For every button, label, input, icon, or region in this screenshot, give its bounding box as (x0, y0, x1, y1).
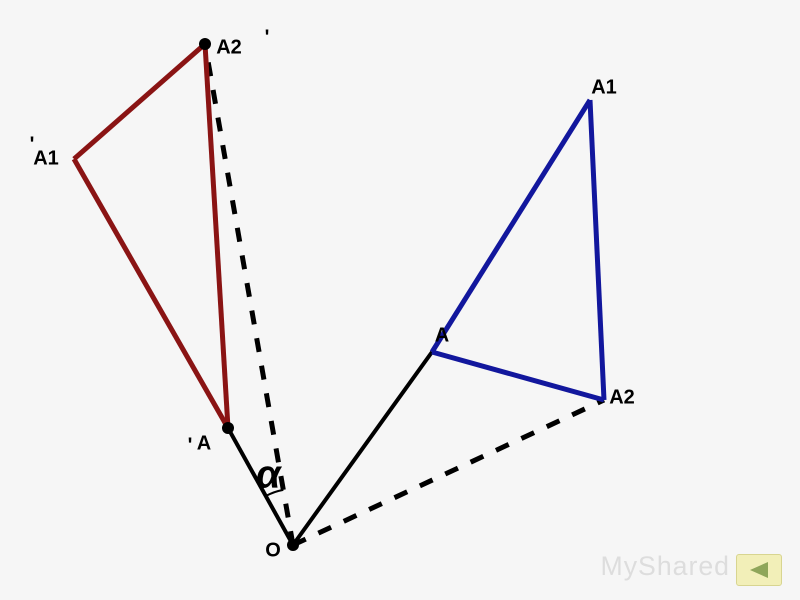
point-label-A1: A1 (591, 77, 617, 100)
prime-mark-A-prime: ' (188, 435, 193, 458)
point-label-A1-prime: A1 (33, 148, 59, 171)
point-label-A: A (435, 325, 449, 348)
point-label-A2-prime: A2 (216, 37, 242, 60)
point-label-O: O (265, 540, 281, 563)
point-label-A2: A2 (609, 387, 635, 410)
point-label-A-prime: A (197, 433, 211, 456)
diagram-stage: MyShared αOAA1A2A'A1'A2' (0, 0, 800, 600)
prime-mark-A1-prime: ' (30, 134, 35, 157)
angle-alpha-label: α (256, 453, 281, 498)
diagram-svg (0, 0, 800, 600)
triangle-left-icon (748, 561, 770, 579)
watermark: MyShared (601, 551, 731, 582)
nav-prev-button[interactable] (736, 554, 782, 586)
prime-mark-A2-prime: ' (265, 27, 270, 50)
